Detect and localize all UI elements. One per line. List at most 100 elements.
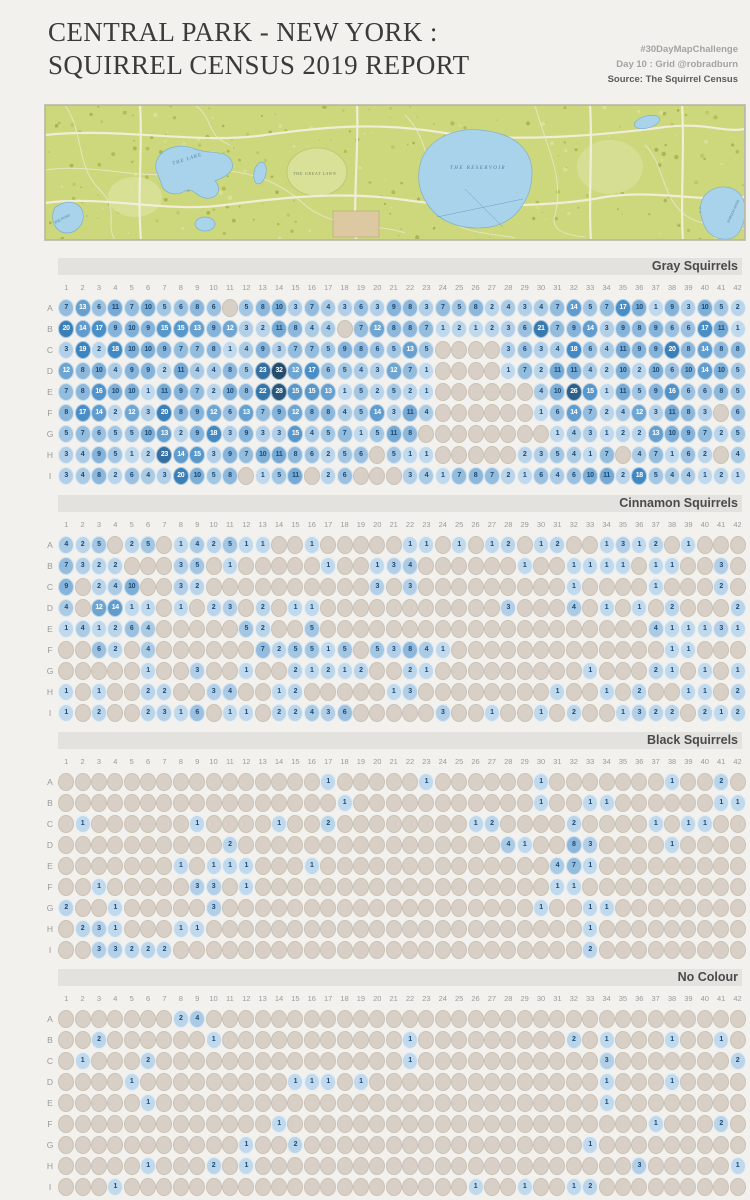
grid-row-F: F 8 17 14 2 12 3 20 8 9 12 6 13 7 9 12 8 8 4 5 14 3 11 4 1 6 14 7 2 4… [47,402,750,423]
count-dot: 14 [565,298,582,317]
grid-cell [74,876,91,897]
count-dot: 2 [205,535,222,554]
grid-cell: 4 [189,360,206,381]
grid-cell [467,834,484,855]
empty-dot [483,940,500,959]
grid-cell [90,1050,107,1071]
count-dot: 1 [680,682,697,701]
column-label: 2 [80,282,85,292]
grid-cell [156,1050,173,1071]
grid-cell [156,639,173,660]
grid-cell [516,1050,533,1071]
grid-cell [483,792,500,813]
empty-dot [90,793,107,812]
grid-cell: 5 [582,297,599,318]
grid-cell [156,876,173,897]
empty-dot [107,1051,124,1070]
empty-dot [729,1177,746,1196]
grid-cell [238,639,255,660]
count-dot: 2 [729,1051,746,1070]
grid-cell [451,897,468,918]
grid-cell [271,1050,288,1071]
grid-cell [287,918,304,939]
grid-cell [533,618,550,639]
grid-cell [598,1113,615,1134]
grid-cell [336,534,353,555]
grid-cell: 5 [336,360,353,381]
grid-cell: 18 [107,339,124,360]
count-dot: 11 [713,319,730,338]
empty-dot [336,856,353,875]
empty-dot [451,1177,468,1196]
empty-dot [451,445,468,464]
column-label: 11 [226,756,234,766]
grid-cell [598,702,615,723]
grid-cell [107,813,124,834]
count-dot: 1 [303,535,320,554]
empty-dot [369,1072,386,1091]
grid-cell [483,381,500,402]
grid-cell [369,813,386,834]
empty-dot [467,877,484,896]
grid-cell: 2 [107,465,124,486]
empty-dot [205,661,222,680]
count-dot: 7 [287,340,304,359]
grid-cell: 1 [352,1071,369,1092]
empty-dot [254,877,271,896]
count-dot: 2 [582,940,599,959]
grid-cell [582,1050,599,1071]
grid-cell [500,1134,517,1155]
grid-row-C: C 3 19 2 18 10 10 9 7 7 8 1 4 9 3 7 7 5 9 8 6 5 13 5 3 6 3 4 18 6 4 11 9… [47,339,750,360]
count-dot: 3 [402,577,419,596]
grid-cell: 3 [90,918,107,939]
empty-dot [74,640,91,659]
grid-cell [500,1029,517,1050]
empty-dot [614,661,631,680]
grid-cell [320,618,337,639]
count-dot: 1 [90,619,107,638]
empty-dot [74,1156,91,1175]
grid-cell [713,813,730,834]
empty-dot [303,1051,320,1070]
count-dot: 10 [140,424,157,443]
empty-dot [664,856,681,875]
column-label: 8 [178,282,183,292]
count-dot: 1 [402,1030,419,1049]
grid-cell: 17 [614,297,631,318]
empty-dot [123,898,140,917]
count-dot: 8 [402,640,419,659]
grid-cell [254,702,271,723]
grid-cell: 5 [238,360,255,381]
grid-cell: 1 [516,1176,533,1197]
empty-dot [352,898,369,917]
empty-dot [140,1177,157,1196]
column-label: 25 [455,519,464,529]
grid-cell: 13 [320,381,337,402]
grid-cell [303,1050,320,1071]
grid-cell: 11 [271,318,288,339]
grid-cell [385,660,402,681]
grid-cell: 7 [352,318,369,339]
grid-cell: 17 [90,318,107,339]
grid-cell: 2 [58,897,75,918]
grid-cell: 9 [664,297,681,318]
grid-cell [402,813,419,834]
grid-cell [614,1113,631,1134]
empty-dot [565,661,582,680]
empty-dot [500,682,517,701]
grid-cell: 1 [336,381,353,402]
grid-cell [352,597,369,618]
column-label: 19 [356,282,366,292]
empty-dot [664,1135,681,1154]
empty-dot [533,877,550,896]
grid-cell [74,855,91,876]
column-label: 24 [438,993,447,1003]
empty-dot [385,535,402,554]
empty-dot [614,1072,631,1091]
column-label: 7 [162,282,167,292]
empty-dot [156,793,173,812]
grid-cell: 1 [614,702,631,723]
empty-dot [614,1114,631,1133]
grid-cell: 1 [320,1071,337,1092]
grid-cell [156,1176,173,1197]
